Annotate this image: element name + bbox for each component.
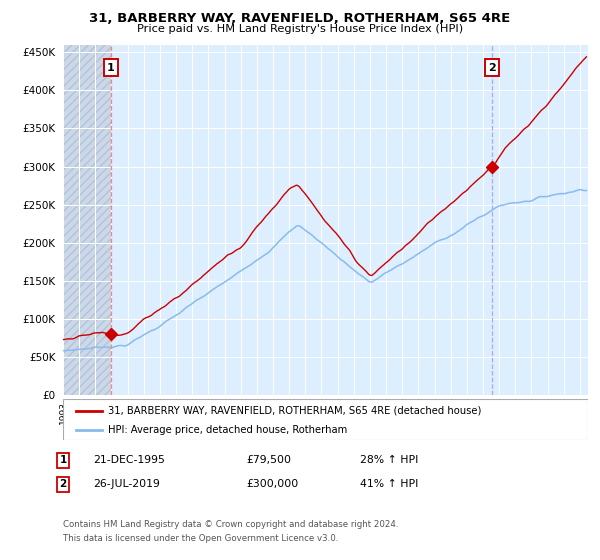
Text: HPI: Average price, detached house, Rotherham: HPI: Average price, detached house, Roth… bbox=[107, 424, 347, 435]
Text: £300,000: £300,000 bbox=[246, 479, 298, 489]
Text: 2: 2 bbox=[488, 63, 496, 73]
Text: 1: 1 bbox=[107, 63, 115, 73]
Bar bbox=[63, 45, 111, 395]
Text: 21-DEC-1995: 21-DEC-1995 bbox=[93, 455, 165, 465]
Text: 31, BARBERRY WAY, RAVENFIELD, ROTHERHAM, S65 4RE: 31, BARBERRY WAY, RAVENFIELD, ROTHERHAM,… bbox=[89, 12, 511, 25]
Text: £79,500: £79,500 bbox=[246, 455, 291, 465]
FancyBboxPatch shape bbox=[63, 399, 588, 440]
Text: 41% ↑ HPI: 41% ↑ HPI bbox=[360, 479, 418, 489]
Text: 28% ↑ HPI: 28% ↑ HPI bbox=[360, 455, 418, 465]
Text: 26-JUL-2019: 26-JUL-2019 bbox=[93, 479, 160, 489]
Text: 31, BARBERRY WAY, RAVENFIELD, ROTHERHAM, S65 4RE (detached house): 31, BARBERRY WAY, RAVENFIELD, ROTHERHAM,… bbox=[107, 405, 481, 416]
Text: Contains HM Land Registry data © Crown copyright and database right 2024.: Contains HM Land Registry data © Crown c… bbox=[63, 520, 398, 529]
Text: 1: 1 bbox=[59, 455, 67, 465]
Text: Price paid vs. HM Land Registry's House Price Index (HPI): Price paid vs. HM Land Registry's House … bbox=[137, 24, 463, 34]
Text: 2: 2 bbox=[59, 479, 67, 489]
Text: This data is licensed under the Open Government Licence v3.0.: This data is licensed under the Open Gov… bbox=[63, 534, 338, 543]
